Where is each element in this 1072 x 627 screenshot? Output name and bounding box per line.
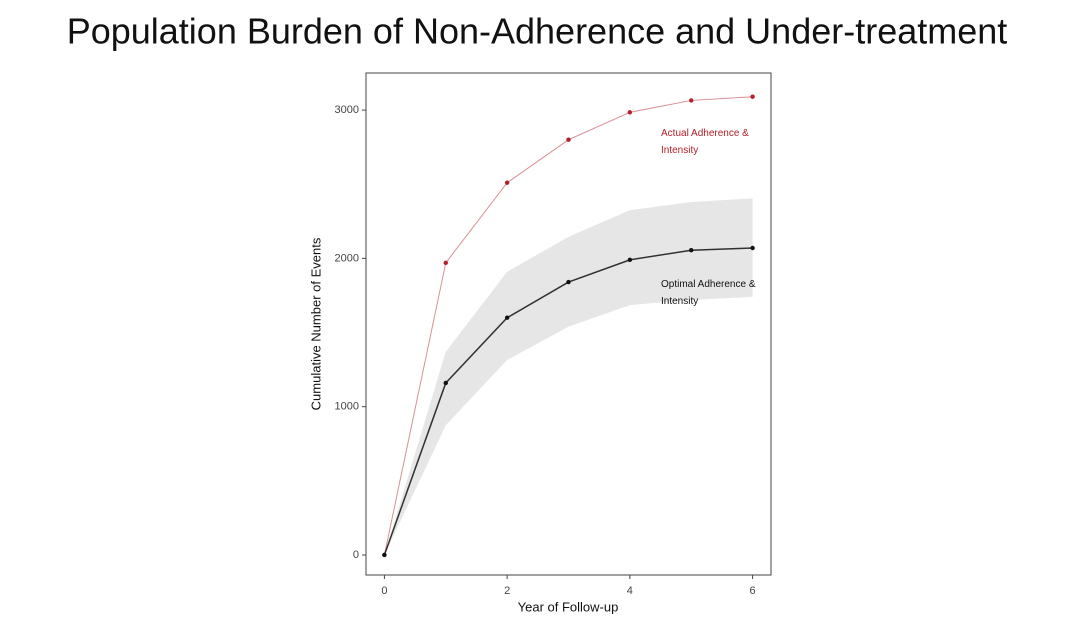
data-point bbox=[627, 257, 633, 263]
data-point bbox=[504, 180, 510, 185]
chart-title: Population Burden of Non-Adherence and U… bbox=[67, 11, 1008, 52]
series-label: Optimal Adherence & Intensity bbox=[661, 278, 756, 307]
data-point bbox=[443, 260, 448, 266]
x-tick-label: 0 bbox=[381, 585, 387, 597]
confidence-band bbox=[384, 198, 753, 555]
data-point bbox=[689, 248, 694, 253]
data-point bbox=[689, 98, 694, 103]
x-tick-label: 4 bbox=[627, 585, 633, 597]
x-tick-label: 2 bbox=[504, 585, 510, 597]
data-point bbox=[627, 110, 633, 115]
data-point bbox=[504, 315, 510, 320]
data-point bbox=[750, 94, 755, 99]
series-label: Actual Adherence & Intensity bbox=[661, 127, 749, 156]
x-tick-label: 6 bbox=[750, 585, 756, 597]
data-point bbox=[566, 279, 571, 285]
y-axis-label: Cumulative Number of Events bbox=[308, 237, 323, 410]
data-point bbox=[750, 245, 755, 251]
y-tick-label: 1000 bbox=[335, 401, 359, 413]
y-tick-label: 3000 bbox=[335, 104, 359, 116]
data-point bbox=[443, 380, 448, 386]
y-tick-label: 0 bbox=[353, 549, 359, 561]
data-point bbox=[566, 137, 571, 142]
y-tick-label: 2000 bbox=[335, 252, 359, 264]
x-axis-label: Year of Follow-up bbox=[518, 599, 619, 614]
data-point bbox=[382, 552, 387, 558]
